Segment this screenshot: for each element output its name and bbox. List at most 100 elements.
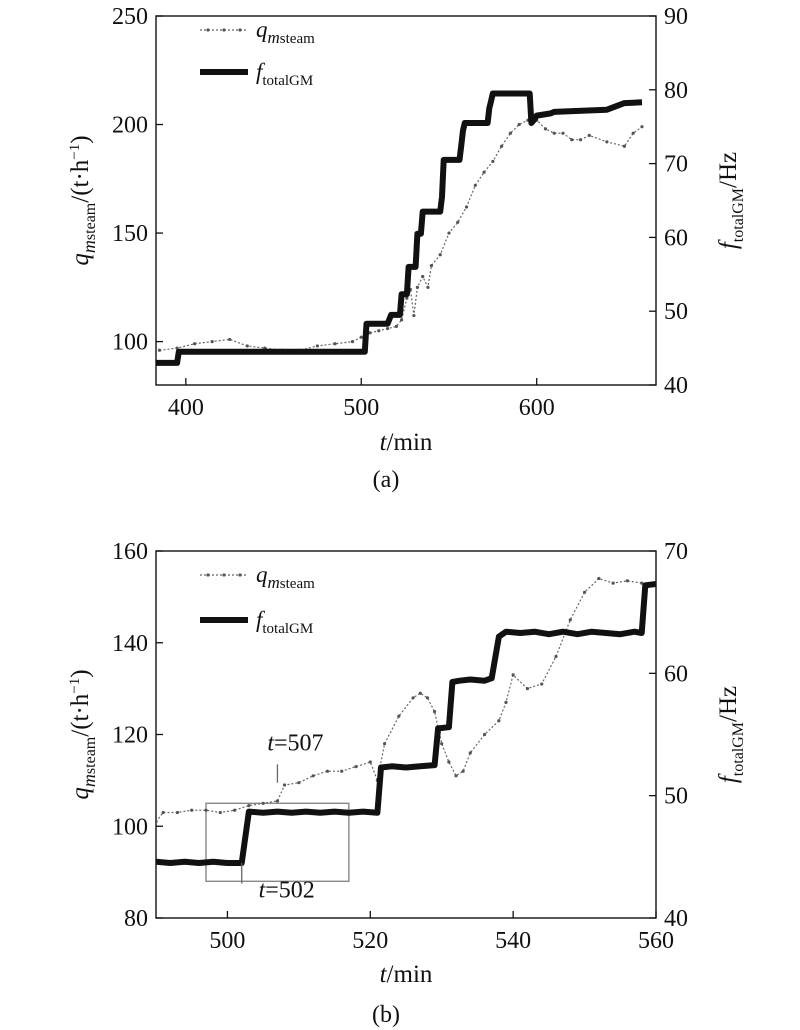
data-point-qmsteam — [411, 696, 415, 700]
y-right-tick-label: 90 — [664, 4, 688, 30]
y-left-label-sup: −1 — [67, 678, 83, 694]
data-point-qmsteam — [415, 285, 420, 289]
data-point-qmsteam — [640, 581, 644, 585]
data-point-qmsteam — [282, 783, 287, 787]
legend-label-sub-italic: m — [268, 573, 280, 592]
y-right-label-unit: /Hz — [715, 152, 742, 188]
y-left-label-sup: −1 — [67, 144, 83, 160]
annotation-t507: t=507 — [267, 731, 323, 757]
data-point-qmsteam — [359, 335, 363, 339]
y-left-tick-label: 100 — [112, 330, 148, 356]
y-left-tick-label: 150 — [112, 221, 148, 247]
data-point-qmsteam — [192, 342, 197, 346]
legend-label-var: q — [256, 562, 268, 587]
y-left-tick-label: 80 — [124, 906, 148, 932]
data-point-qmsteam — [622, 144, 627, 148]
x-axis-label: t/min — [380, 961, 433, 988]
chart-panel-a: 400 500 600100150200250405060708090t/minqm… — [67, 4, 747, 493]
y-right-label-var: f — [715, 773, 742, 783]
y-left-tick-label: 200 — [112, 113, 148, 139]
data-point-qmsteam — [640, 125, 644, 129]
data-point-qmsteam — [421, 274, 425, 279]
data-point-qmsteam — [315, 344, 320, 348]
data-point-qmsteam — [625, 579, 630, 583]
y-right-axis-label: ftotalGM/Hz — [715, 686, 747, 783]
data-point-qmsteam — [245, 344, 249, 348]
data-point-qmsteam — [543, 127, 548, 131]
data-point-qmsteam — [508, 131, 512, 135]
data-point-qmsteam — [454, 774, 458, 778]
x-tick-label: 600 — [519, 395, 555, 421]
x-axis-label-unit: /min — [387, 429, 433, 456]
y-right-tick-label: 50 — [664, 784, 688, 810]
x-tick-label: 560 — [638, 928, 674, 954]
data-point-qmsteam — [473, 183, 477, 187]
data-point-qmsteam — [491, 159, 495, 164]
data-point-qmsteam — [190, 808, 194, 812]
y-left-tick-label: 120 — [112, 723, 148, 749]
data-point-qmsteam — [447, 760, 451, 764]
y-left-axis-label: qmsteam/(t·h−1) — [67, 135, 99, 265]
y-left-tick-label: 160 — [112, 539, 148, 565]
y-right-tick-label: 50 — [664, 299, 688, 325]
data-point-qmsteam — [582, 590, 587, 594]
y-left-label-sub-italic: m — [79, 240, 99, 253]
data-point-qmsteam — [568, 618, 572, 622]
data-point-qmsteam — [425, 696, 430, 700]
y-left-label-close: ) — [67, 669, 94, 677]
y-right-tick-label: 60 — [664, 225, 688, 251]
y-right-label-sub: totalGM — [730, 722, 747, 776]
legend-swatch-point — [206, 28, 210, 32]
data-point-qmsteam — [464, 205, 469, 209]
data-point-qmsteam — [482, 170, 486, 174]
data-point-qmsteam — [232, 808, 237, 812]
data-point-qmsteam — [447, 231, 451, 235]
y-left-label-sub: steam — [82, 202, 99, 240]
data-point-qmsteam — [438, 253, 442, 257]
y-left-label-var: q — [67, 253, 94, 266]
legend-swatch-point — [238, 28, 242, 32]
legend-swatch-point — [222, 28, 226, 32]
data-point-qmsteam — [611, 581, 615, 585]
legend-swatch-point — [222, 573, 226, 577]
y-left-label-unit: /(t·h — [67, 159, 94, 203]
data-point-qmsteam — [552, 131, 556, 135]
y-right-tick-label: 80 — [664, 78, 688, 104]
data-point-qmsteam — [368, 331, 372, 335]
data-point-qmsteam — [400, 318, 404, 322]
annotation-t502-var: t — [259, 877, 267, 903]
legend-label-var: q — [256, 17, 268, 42]
data-point-qmsteam — [605, 140, 609, 144]
legend-label-var: f — [256, 59, 266, 84]
data-point-qmsteam — [385, 326, 390, 331]
data-point-qmsteam — [418, 691, 422, 695]
legend-label-var: f — [256, 607, 266, 632]
annotation-t502-value: =502 — [265, 877, 315, 903]
data-point-qmsteam — [311, 774, 315, 778]
x-tick-label: 500 — [343, 395, 379, 421]
data-point-qmsteam — [340, 769, 344, 773]
legend-label-sub: totalGM — [262, 621, 313, 637]
y-left-tick-label: 140 — [112, 631, 148, 657]
data-point-qmsteam — [382, 742, 387, 746]
data-point-qmsteam — [631, 131, 635, 135]
y-left-label-var: q — [67, 787, 94, 800]
data-point-qmsteam — [597, 576, 601, 581]
y-left-label-close: ) — [67, 135, 94, 143]
legend-label-ftotalgm: ftotalGM — [256, 607, 313, 637]
y-left-label-unit: /(t·h — [67, 693, 94, 737]
data-point-qmsteam — [540, 682, 544, 686]
x-tick-label: 400 — [168, 395, 204, 421]
data-point-qmsteam — [461, 769, 465, 773]
chart-panel-b: 500 520 540 560 80 100 120 140 160 40 50 60 70 t/min q… — [67, 539, 747, 1028]
y-right-tick-label: 70 — [664, 152, 688, 178]
data-point-qmsteam — [368, 760, 372, 764]
data-point-qmsteam — [228, 337, 232, 342]
x-tick-label: 540 — [495, 928, 531, 954]
legend-label-sub: steam — [280, 31, 315, 47]
data-point-qmsteam — [377, 329, 381, 333]
data-point-qmsteam — [426, 285, 430, 289]
y-right-tick-label: 70 — [664, 539, 688, 565]
